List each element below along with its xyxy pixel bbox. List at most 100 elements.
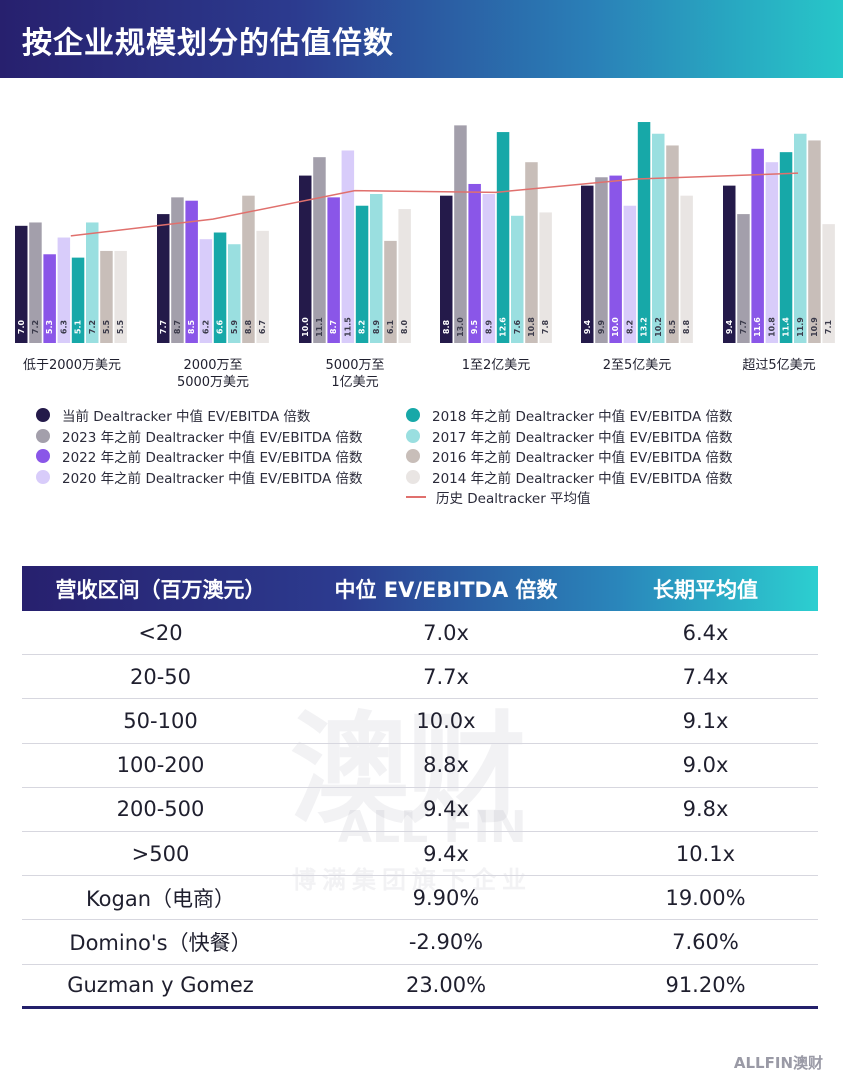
table-row: Guzman y Gomez 23.00% 91.20% — [22, 965, 818, 1009]
bar-value-label: 8.2 — [625, 320, 634, 334]
bar-2-5 — [751, 148, 764, 343]
table-cell: 9.4x — [423, 797, 469, 822]
bar-3-2 — [341, 150, 355, 343]
legend-swatch — [36, 408, 50, 422]
bar-value-label: 7.0 — [17, 319, 26, 334]
bar-4-4 — [637, 122, 651, 343]
bar-7-5 — [822, 224, 835, 343]
legend-swatch — [36, 469, 50, 484]
bar-5-5 — [794, 133, 807, 343]
bar-value-label: 5.1 — [74, 319, 83, 334]
bar-6-5 — [808, 140, 821, 343]
table-row: 50-100 10.0x 9.1x — [22, 699, 818, 744]
bar-value-label: 8.9 — [484, 319, 493, 334]
table-row: Domino's（快餐） -2.90% 7.60% — [22, 920, 818, 965]
average-line — [70, 172, 799, 237]
header-cell-median: 中位 EV/EBITDA 倍数 — [334, 577, 558, 602]
legend-label: 2017 年之前 Dealtracker 中值 EV/EBITDA 倍数 — [432, 429, 733, 446]
legend-item: 2014 年之前 Dealtracker 中值 EV/EBITDA 倍数 — [406, 467, 733, 487]
legend-label: 当前 Dealtracker 中值 EV/EBITDA 倍数 — [62, 409, 311, 425]
table-row: 100-200 8.8x 9.0x — [22, 744, 818, 788]
bar-value-label: 8.0 — [400, 319, 409, 334]
legend-swatch — [406, 449, 420, 463]
bar-5-0 — [86, 222, 99, 343]
bar-0-3 — [440, 195, 453, 343]
bar-5-1 — [228, 244, 241, 343]
legend-item: 历史 Dealtracker 平均值 — [406, 487, 591, 507]
bar-value-label: 13.0 — [456, 317, 465, 337]
header-banner: 按企业规模划分的估值倍数 — [0, 0, 843, 78]
bar-4-3 — [496, 132, 510, 343]
table-cell: 100-200 — [116, 753, 205, 778]
table-cell: Domino's（快餐） — [69, 930, 252, 955]
bar-1-1 — [171, 197, 184, 343]
bar-value-label: 11.1 — [315, 317, 324, 337]
table-row: Kogan（电商） 9.90% 19.00% — [22, 876, 818, 921]
table-cell: 10.0x — [416, 708, 476, 733]
bar-value-label: 6.2 — [201, 320, 210, 334]
legend-swatch — [36, 449, 50, 463]
bar-3-5 — [765, 162, 779, 343]
bar-6-3 — [525, 162, 538, 343]
bar-0-4 — [581, 185, 594, 343]
bar-value-label: 5.5 — [116, 319, 125, 334]
table-cell: -2.90% — [408, 929, 484, 954]
bar-value-label: 8.8 — [244, 319, 253, 334]
bar-1-5 — [737, 214, 750, 343]
legend-swatch — [36, 428, 50, 443]
bar-value-label: 11.5 — [343, 317, 352, 337]
header-cell-range: 营收区间（百万澳元） — [55, 577, 266, 602]
bar-value-label: 7.7 — [159, 320, 168, 334]
table-cell: 10.1x — [675, 841, 736, 866]
table-cell: 9.0x — [682, 753, 729, 778]
table-cell: 7.4x — [682, 664, 729, 689]
table-cell: <20 — [138, 620, 183, 645]
bar-value-label: 7.7 — [739, 320, 748, 334]
table-cell: >500 — [131, 841, 190, 866]
bar-0-0 — [15, 225, 28, 343]
legend-label: 2022 年之前 Dealtracker 中值 EV/EBITDA 倍数 — [62, 450, 363, 466]
bar-1-2 — [313, 157, 326, 343]
bar-1-4 — [595, 177, 608, 343]
bar-4-0 — [71, 257, 85, 343]
legend-item: 2016 年之前 Dealtracker 中值 EV/EBITDA 倍数 — [406, 446, 733, 466]
legend-item: 2023 年之前 Dealtracker 中值 EV/EBITDA 倍数 — [36, 426, 363, 446]
category-label: 2000万至 — [183, 358, 242, 373]
bar-5-3 — [511, 215, 524, 343]
table-cell: 9.1x — [682, 708, 729, 733]
bar-0-1 — [157, 214, 170, 343]
brand-logo: ALLFIN澳财 — [733, 1054, 823, 1072]
category-label: 1至2亿美元 — [462, 358, 531, 373]
legend-label: 2023 年之前 Dealtracker 中值 EV/EBITDA 倍数 — [62, 429, 363, 446]
legend-label: 2018 年之前 Dealtracker 中值 EV/EBITDA 倍数 — [432, 409, 733, 425]
bar-value-label: 10.2 — [654, 317, 663, 337]
legend-swatch — [406, 428, 420, 443]
bar-value-label: 7.2 — [88, 320, 97, 334]
bar-3-0 — [57, 237, 71, 343]
chart-legend: 当前 Dealtracker 中值 EV/EBITDA 倍数 2023 年之前 D… — [36, 405, 816, 515]
bar-0-5 — [723, 185, 736, 343]
legend-swatch — [406, 496, 426, 498]
table-cell: 9.4x — [423, 841, 469, 866]
bar-value-label: 10.0 — [301, 317, 310, 337]
bar-value-label: 5.5 — [102, 319, 111, 334]
category-label: 5000万美元 — [177, 375, 249, 390]
legend-swatch — [406, 408, 420, 422]
legend-label: 2014 年之前 Dealtracker 中值 EV/EBITDA 倍数 — [432, 470, 733, 487]
bar-value-label: 5.9 — [230, 319, 239, 334]
bar-1-0 — [29, 222, 42, 343]
bar-value-label: 8.9 — [372, 319, 381, 334]
bar-6-2 — [384, 240, 397, 343]
table-cell: Kogan（电商） — [85, 886, 236, 911]
bar-value-label: 6.1 — [386, 319, 395, 334]
bar-value-label: 7.8 — [541, 319, 550, 334]
bar-3-4 — [623, 205, 637, 343]
valuation-table: 营收区间（百万澳元） 中位 EV/EBITDA 倍数 长期平均值 <20 7.0x… — [22, 566, 818, 1009]
bar-value-label: 11.9 — [796, 317, 805, 337]
table-row: 200-500 9.4x 9.8x — [22, 788, 818, 832]
table-cell: 7.0x — [423, 620, 469, 645]
category-label: 1亿美元 — [331, 375, 378, 390]
bar-6-4 — [666, 145, 679, 343]
bar-value-label: 11.6 — [753, 317, 762, 337]
bar-value-label: 7.6 — [513, 319, 522, 334]
